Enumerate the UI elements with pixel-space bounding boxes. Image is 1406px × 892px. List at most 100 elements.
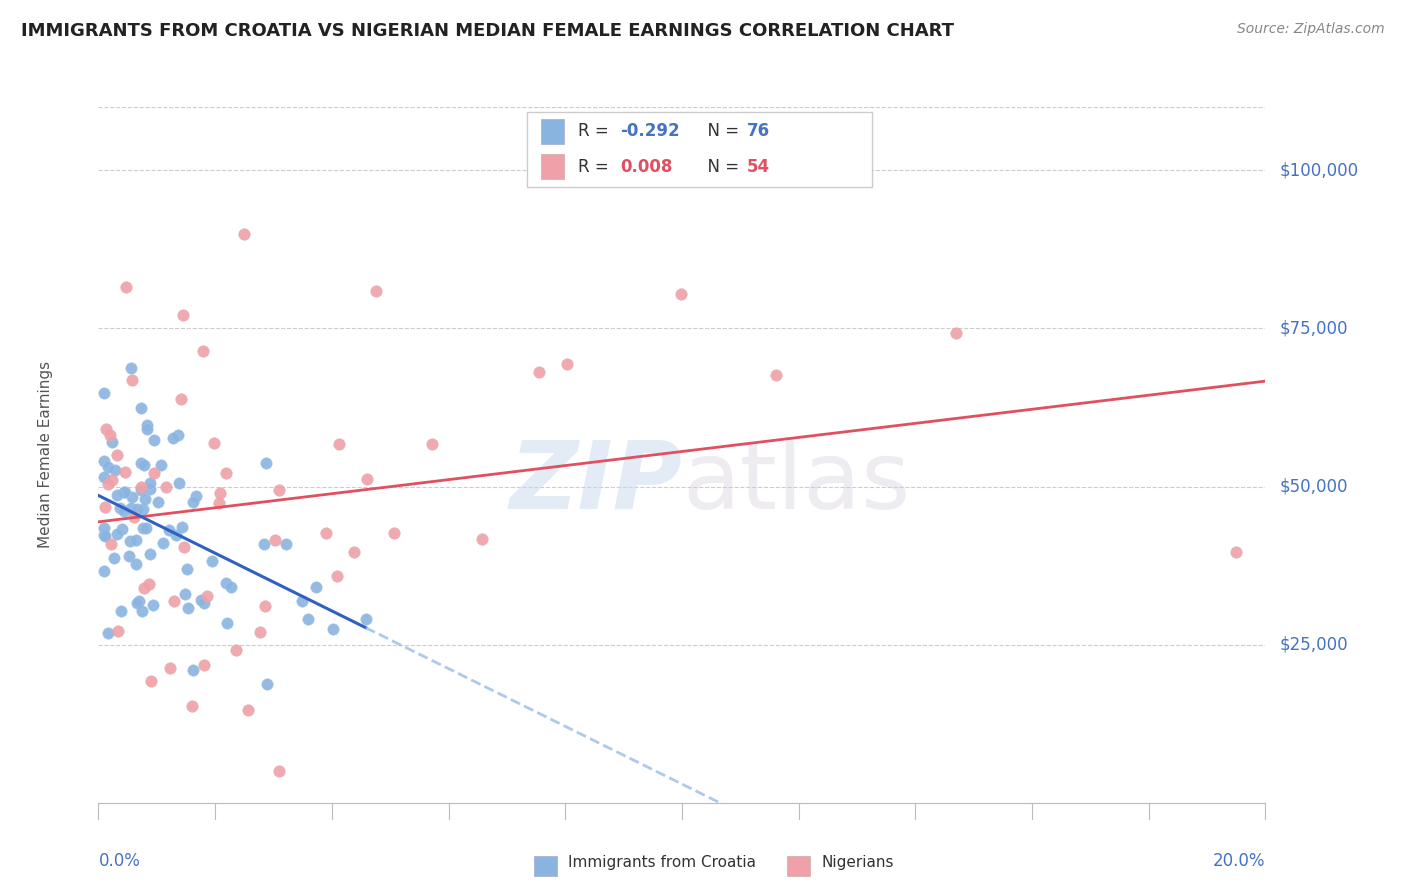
- Point: [131, 521, 153, 535]
- Point: [135, 520, 157, 534]
- Point: [162, 431, 184, 445]
- Point: [217, 616, 239, 631]
- Point: [267, 764, 290, 779]
- Point: [669, 287, 692, 301]
- Text: N =: N =: [697, 158, 745, 176]
- Point: [97, 477, 120, 491]
- Point: [170, 392, 193, 407]
- Point: [98, 428, 121, 442]
- Point: [132, 458, 155, 473]
- Text: -0.292: -0.292: [620, 122, 679, 140]
- Point: [143, 434, 166, 448]
- Text: 54: 54: [747, 158, 769, 176]
- Point: [111, 522, 134, 536]
- Point: [101, 473, 124, 487]
- Point: [120, 361, 142, 376]
- Text: $25,000: $25,000: [1279, 636, 1348, 654]
- Point: [236, 703, 259, 717]
- Point: [93, 564, 115, 578]
- Point: [215, 575, 238, 590]
- Point: [139, 482, 162, 496]
- Point: [233, 227, 256, 241]
- Point: [191, 343, 214, 358]
- Point: [120, 534, 142, 549]
- Point: [209, 486, 232, 500]
- Point: [94, 422, 117, 436]
- Point: [555, 357, 578, 371]
- Point: [129, 480, 152, 494]
- Point: [131, 401, 153, 415]
- Point: [121, 373, 143, 387]
- Point: [274, 537, 297, 551]
- Point: [356, 472, 378, 486]
- Point: [132, 502, 155, 516]
- Text: $50,000: $50,000: [1279, 477, 1348, 496]
- Point: [765, 368, 787, 382]
- Point: [165, 528, 187, 542]
- Point: [101, 435, 124, 450]
- Point: [93, 386, 115, 401]
- Text: Source: ZipAtlas.com: Source: ZipAtlas.com: [1237, 22, 1385, 37]
- Text: atlas: atlas: [682, 437, 910, 529]
- Point: [364, 285, 387, 299]
- Text: 20.0%: 20.0%: [1213, 852, 1265, 870]
- Point: [138, 577, 160, 591]
- Text: Median Female Earnings: Median Female Earnings: [38, 361, 53, 549]
- Point: [328, 436, 350, 450]
- Text: 76: 76: [747, 122, 769, 140]
- Point: [112, 485, 135, 500]
- Point: [107, 448, 129, 462]
- Point: [155, 480, 177, 494]
- Point: [103, 551, 125, 566]
- Point: [315, 526, 337, 541]
- Point: [253, 599, 276, 613]
- Point: [173, 541, 195, 555]
- Point: [104, 463, 127, 477]
- Point: [201, 554, 224, 568]
- Text: ZIP: ZIP: [509, 437, 682, 529]
- Point: [105, 488, 128, 502]
- Point: [125, 557, 148, 571]
- Point: [122, 509, 145, 524]
- Point: [93, 470, 115, 484]
- Text: $75,000: $75,000: [1279, 319, 1348, 337]
- Point: [152, 535, 174, 549]
- Point: [172, 309, 194, 323]
- Point: [162, 594, 184, 608]
- Point: [297, 612, 319, 626]
- Point: [193, 657, 215, 672]
- Point: [97, 459, 120, 474]
- Point: [382, 526, 405, 541]
- Point: [263, 533, 285, 548]
- Text: Immigrants from Croatia: Immigrants from Croatia: [568, 855, 756, 870]
- Point: [184, 489, 207, 503]
- Text: R =: R =: [578, 122, 614, 140]
- Point: [115, 280, 138, 294]
- Point: [142, 467, 165, 481]
- Point: [121, 490, 143, 504]
- Point: [100, 536, 122, 550]
- Point: [139, 476, 162, 491]
- Text: $100,000: $100,000: [1279, 161, 1358, 179]
- Point: [170, 520, 193, 534]
- Point: [93, 528, 115, 542]
- Point: [125, 533, 148, 547]
- Point: [945, 326, 967, 340]
- Point: [97, 626, 120, 640]
- Point: [112, 503, 135, 517]
- Point: [146, 495, 169, 509]
- Point: [139, 547, 162, 561]
- Point: [107, 624, 129, 638]
- Point: [110, 604, 132, 618]
- Point: [529, 366, 551, 380]
- Point: [94, 529, 117, 543]
- Point: [256, 676, 278, 690]
- Point: [181, 495, 204, 509]
- Point: [136, 417, 159, 432]
- Point: [120, 501, 142, 516]
- Point: [214, 467, 236, 481]
- Point: [93, 454, 115, 468]
- Point: [177, 601, 200, 615]
- Point: [167, 476, 190, 491]
- Point: [150, 458, 173, 472]
